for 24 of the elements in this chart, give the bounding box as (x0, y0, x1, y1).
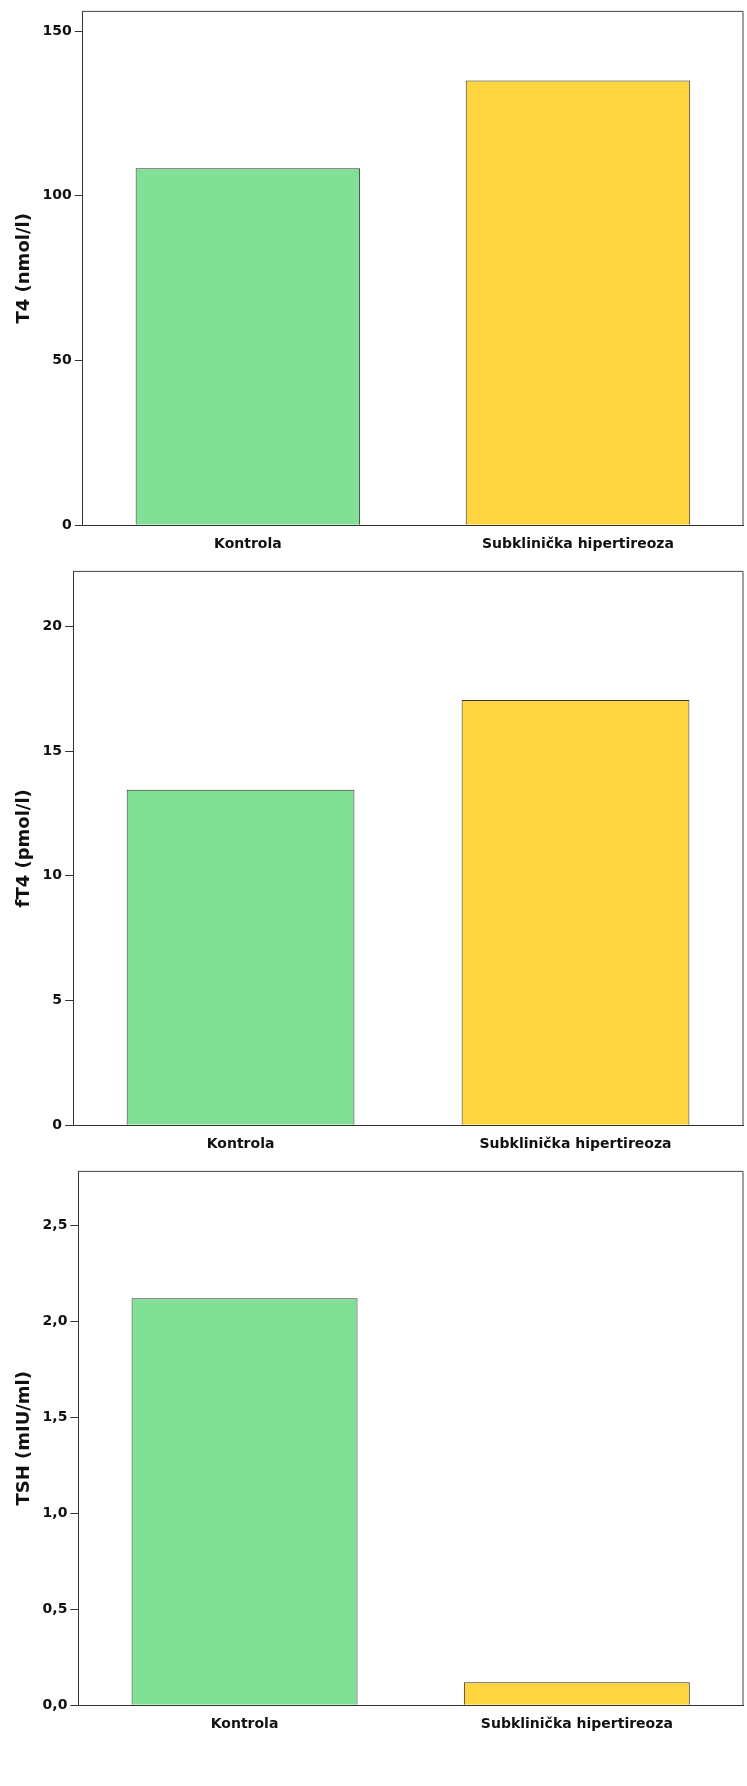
x-tick-label: Kontrola (210, 1715, 279, 1732)
y-tick-label: 2,5 (42, 1215, 68, 1232)
y-tick-label: 1,5 (42, 1407, 68, 1424)
y-tick-label: 100 (42, 186, 73, 203)
y-tick-label: 0 (62, 515, 73, 532)
y-tick-label: 150 (42, 21, 73, 38)
y-axis-title: fT4 (pmol/l) (12, 789, 34, 908)
y-tick-label: 20 (42, 616, 63, 633)
x-tick-label: Subklinička hipertireoza (481, 535, 674, 552)
y-axis-title: T4 (nmol/l) (12, 213, 34, 324)
y-tick-label: 0 (52, 1115, 63, 1132)
y-tick-label: 10 (42, 866, 63, 883)
y-tick-label: 0,5 (42, 1599, 68, 1616)
y-tick-label: 15 (42, 741, 63, 758)
y-tick-label: 0,0 (42, 1695, 68, 1712)
y-tick-label: 1,0 (42, 1503, 68, 1520)
y-tick-label: 2,0 (42, 1311, 68, 1328)
x-tick-label: Kontrola (214, 535, 282, 552)
y-axis-title: TSH (mIU/ml) (12, 1371, 34, 1506)
y-tick-label: 5 (52, 991, 63, 1008)
x-tick-label: Subklinička hipertireoza (480, 1715, 673, 1732)
x-tick-label: Subklinička hipertireoza (479, 1135, 672, 1152)
x-tick-label: Kontrola (206, 1135, 275, 1152)
y-tick-label: 50 (52, 351, 73, 368)
